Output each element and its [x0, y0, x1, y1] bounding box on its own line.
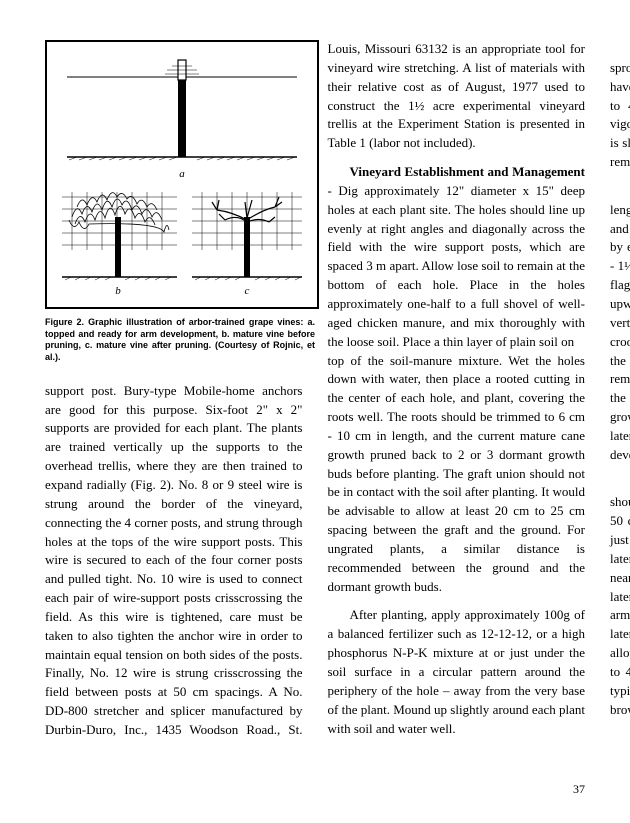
- paragraph-4: After planting, apply approximately 100g…: [328, 606, 586, 738]
- page-number: 37: [573, 781, 585, 798]
- page-columns: a: [45, 40, 585, 745]
- paragraph-2: Vineyard Establishment and Management - …: [328, 163, 586, 351]
- paragraph-5: By the second or third week, complete sp…: [610, 40, 630, 172]
- paragraph-6: When the shoots reach about 20 cm in len…: [610, 182, 630, 465]
- figure-label-a: a: [179, 168, 185, 180]
- paragraph-2-lead: Vineyard Establishment and Management: [350, 164, 586, 179]
- figure-label-c: c: [245, 285, 250, 297]
- figure-2-illustration: a: [45, 40, 319, 309]
- figure-container: a: [45, 40, 303, 364]
- figure-caption: Figure 2. Graphic illustration of arbor-…: [45, 317, 315, 364]
- figure-caption-text: Graphic illustration of arbor-trained gr…: [45, 317, 315, 362]
- paragraph-2-body: - Dig approximately 12" diameter x 15" d…: [328, 183, 586, 349]
- paragraph-3: top of the soil-manure mixture. Wet the …: [328, 352, 586, 597]
- figure-label-b: b: [115, 285, 121, 297]
- figure-caption-lead: Figure 2.: [45, 317, 84, 327]
